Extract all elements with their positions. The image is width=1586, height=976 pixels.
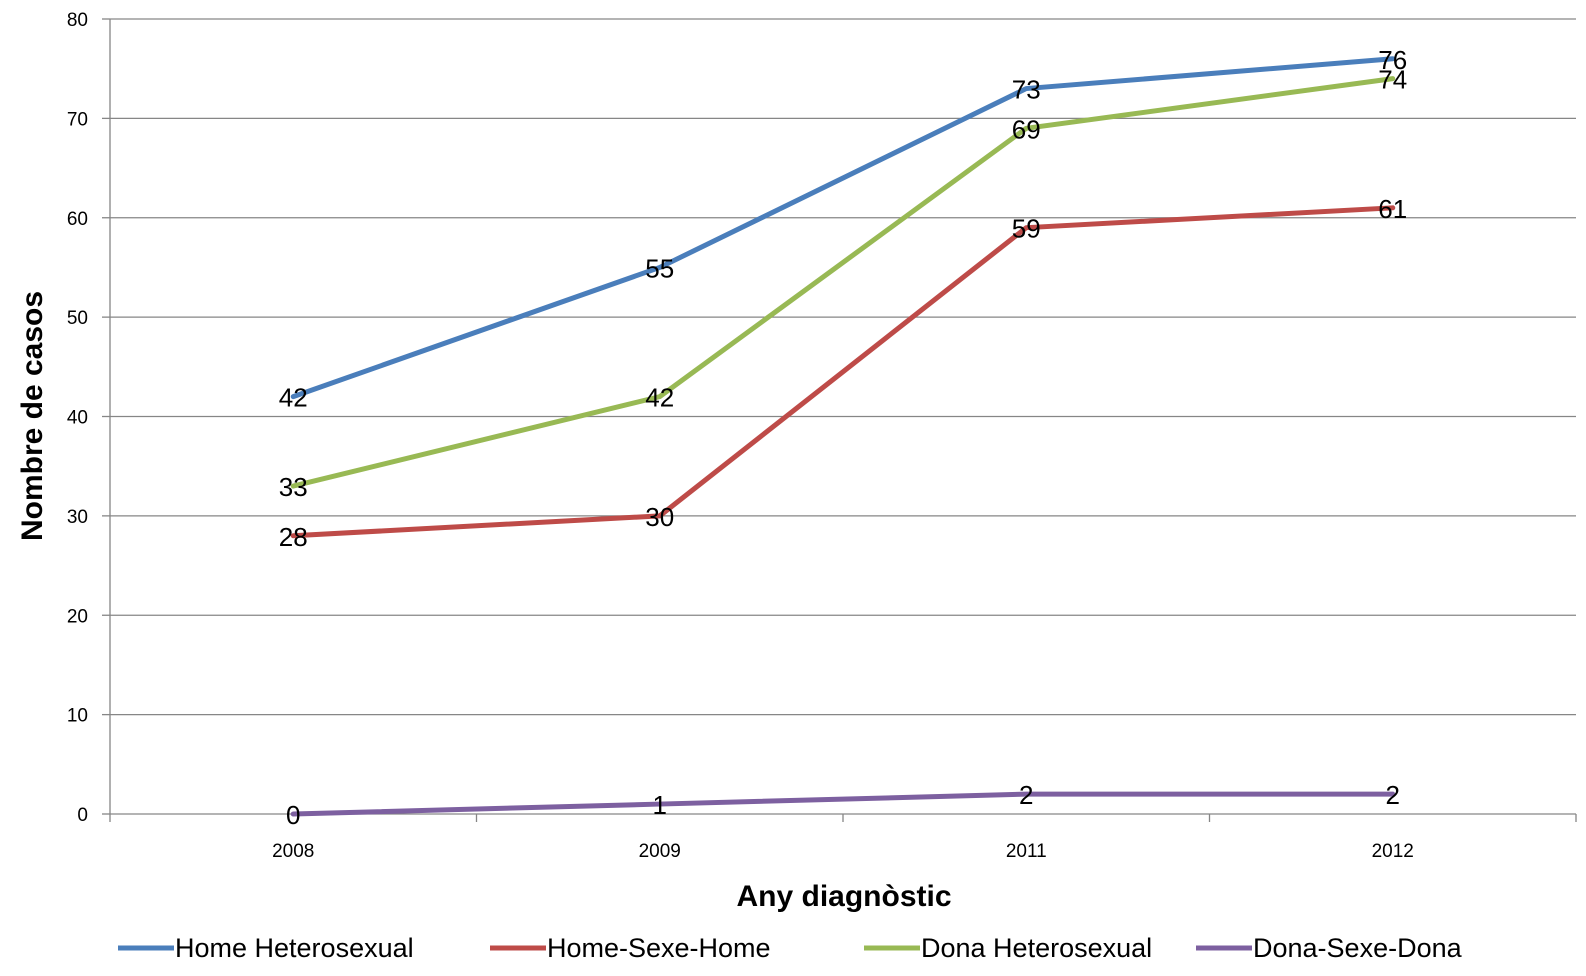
y-tick-label: 40 xyxy=(67,408,88,429)
y-axis-ticks: 0 10 20 30 40 50 60 70 80 xyxy=(67,10,110,826)
y-tick-label: 0 xyxy=(77,805,88,826)
data-label: 61 xyxy=(1378,194,1407,224)
y-tick-label: 30 xyxy=(67,507,88,528)
data-label: 42 xyxy=(279,383,308,413)
x-tick-label: 2011 xyxy=(1006,841,1047,862)
data-labels: 42 55 73 76 28 30 59 61 33 42 69 74 0 1 2 2 xyxy=(279,45,1407,830)
x-tick-label: 2008 xyxy=(272,841,314,862)
data-label: 74 xyxy=(1378,65,1407,95)
data-label: 73 xyxy=(1012,75,1041,105)
data-label: 2 xyxy=(1019,780,1033,810)
legend-label: Dona Heterosexual xyxy=(921,933,1152,963)
y-tick-label: 60 xyxy=(67,209,88,230)
series-line xyxy=(290,205,1396,539)
x-tick-label: 2009 xyxy=(639,841,681,862)
legend-label: Home-Sexe-Home xyxy=(547,933,771,963)
y-tick-label: 10 xyxy=(67,706,88,727)
x-axis-title: Any diagnòstic xyxy=(736,880,951,913)
data-label: 0 xyxy=(286,800,300,830)
data-label: 33 xyxy=(279,472,308,502)
series-lines xyxy=(290,56,1396,817)
legend-label: Home Heterosexual xyxy=(175,933,414,963)
x-tick-label: 2012 xyxy=(1372,841,1414,862)
y-tick-label: 80 xyxy=(67,10,88,31)
data-label: 42 xyxy=(645,383,674,413)
gridlines xyxy=(110,18,1576,716)
data-label: 76 xyxy=(1378,45,1407,75)
data-label: 30 xyxy=(645,502,674,532)
data-label: 2 xyxy=(1386,780,1400,810)
data-label: 55 xyxy=(645,253,674,283)
legend-label: Dona-Sexe-Dona xyxy=(1253,933,1463,963)
y-tick-label: 70 xyxy=(67,109,88,130)
legend: Home Heterosexual Home-Sexe-Home Dona Hete… xyxy=(118,933,1463,963)
series-line xyxy=(290,791,1396,817)
y-tick-label: 20 xyxy=(67,606,88,627)
x-axis-ticks: 2008 2009 2011 2012 xyxy=(109,814,1577,862)
data-label: 28 xyxy=(279,522,308,552)
data-label: 1 xyxy=(653,790,667,820)
data-label: 59 xyxy=(1012,214,1041,244)
y-tick-label: 50 xyxy=(67,308,88,329)
y-axis-title: Nombre de casos xyxy=(16,291,49,541)
series-line xyxy=(290,76,1396,489)
data-label: 69 xyxy=(1012,114,1041,144)
series-line xyxy=(290,56,1396,400)
